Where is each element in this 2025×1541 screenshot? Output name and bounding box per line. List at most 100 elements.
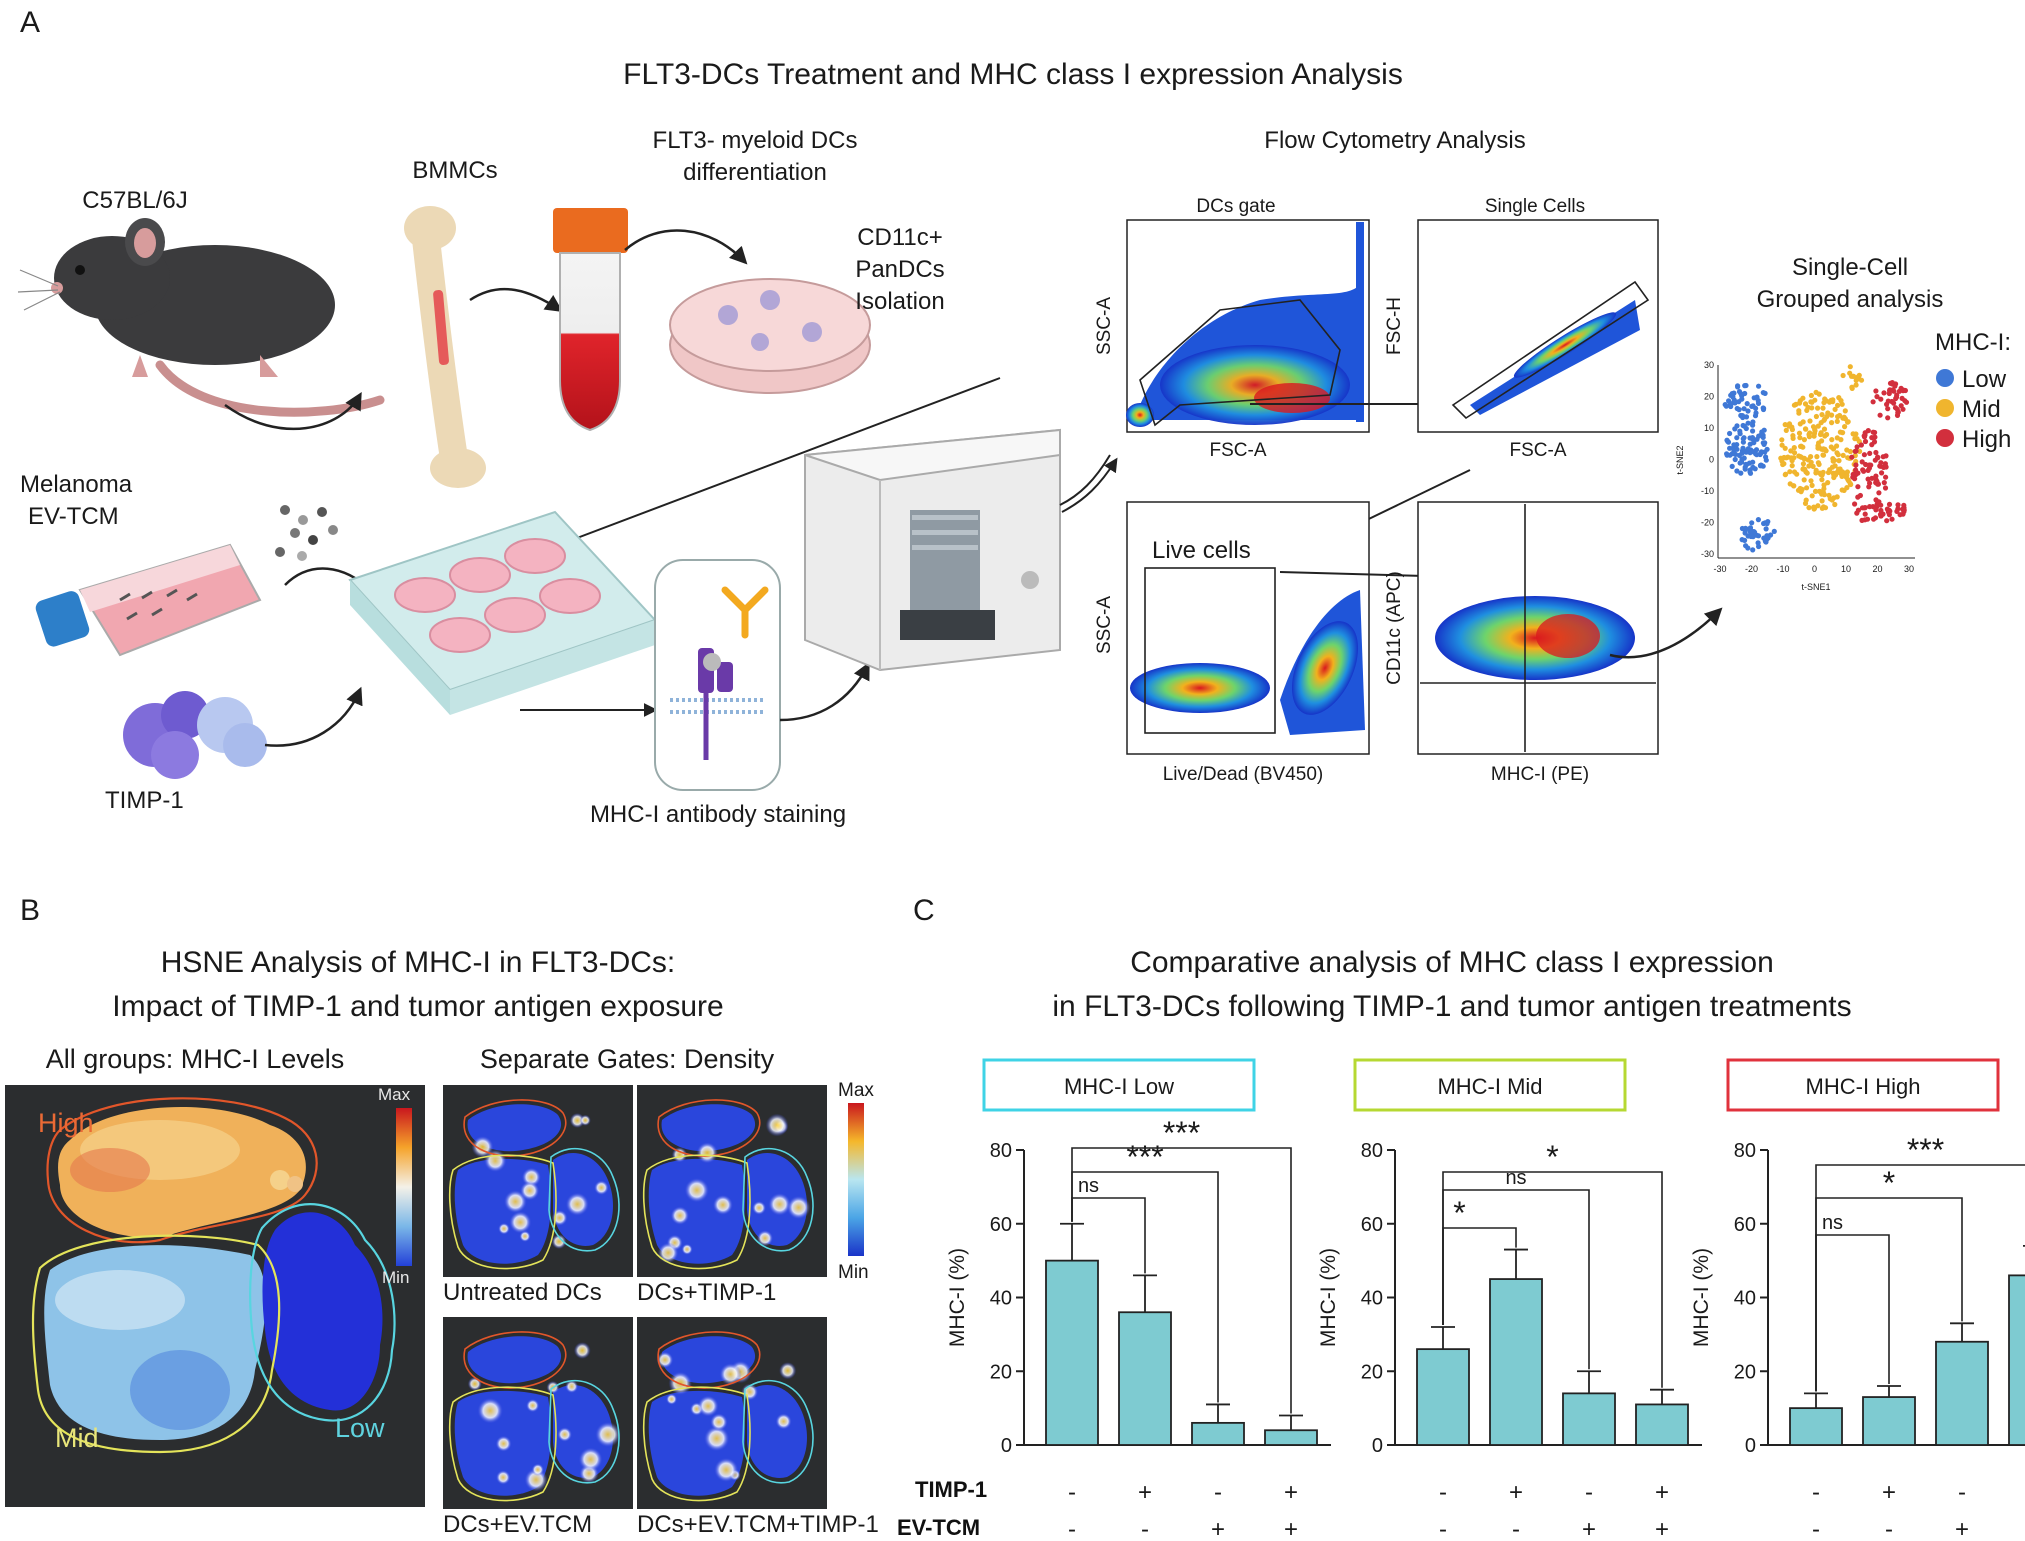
density-tiles	[443, 1085, 827, 1509]
tsne-point	[1858, 377, 1865, 383]
significance-label: ***	[1163, 1115, 1200, 1151]
tsne-point	[1763, 454, 1769, 460]
tsne-point	[1806, 431, 1812, 438]
tsne-point	[1815, 405, 1821, 411]
tsne-point	[1894, 392, 1900, 398]
tsne-point	[1736, 452, 1742, 458]
tsne-point	[1826, 492, 1832, 498]
y-tick-label: 80	[990, 1140, 1012, 1162]
single-cells-ylabel: FSC-H	[1384, 297, 1405, 355]
live-cells-plot: Live cells Live/Dead (BV450) SSC-A	[1094, 501, 1370, 785]
timp-protein-illustration	[123, 691, 267, 779]
significance-label: *	[1453, 1195, 1465, 1231]
tsne-point	[1811, 506, 1817, 512]
tsne-point	[1782, 422, 1788, 428]
tsne-point	[1832, 501, 1838, 508]
iso-label-1: CD11c+	[857, 224, 943, 251]
tsne-point	[1812, 488, 1819, 494]
y-tick-label: 0	[1745, 1435, 1756, 1457]
tsne-point	[1809, 482, 1815, 488]
tsne-point	[1832, 406, 1838, 412]
tsne-point	[1872, 515, 1879, 521]
panel-c: C Comparative analysis of MHC class I ex…	[897, 894, 2025, 1541]
tsne-point	[1853, 382, 1859, 388]
timp-sign: +	[1655, 1479, 1669, 1506]
tsne-point	[1819, 412, 1825, 418]
tsne-point	[1885, 406, 1891, 412]
dcs-gate-title: DCs gate	[1196, 196, 1275, 217]
tsne-point	[1815, 460, 1821, 466]
tsne-xlabel: t-SNE1	[1801, 582, 1830, 592]
tsne-point	[1724, 437, 1730, 443]
tsne-point	[1867, 504, 1873, 510]
tsne-point	[1745, 420, 1751, 426]
caption-evtcm-timp: DCs+EV.TCM+TIMP-1	[637, 1511, 879, 1538]
tsne-point	[1808, 392, 1814, 399]
tsne-point	[1820, 489, 1826, 496]
cytometer-illustration	[804, 428, 1061, 672]
tsne-point	[1754, 452, 1760, 458]
tsne-point	[1742, 448, 1748, 454]
tsne-point	[1847, 364, 1853, 370]
tsne-point	[1734, 442, 1740, 448]
single-cells-plot: Single Cells FSC-A FSC-H	[1384, 196, 1659, 461]
tsne-point	[1883, 464, 1889, 470]
tsne-point	[1757, 462, 1764, 468]
density-tile	[443, 1317, 633, 1509]
tsne-point	[1800, 461, 1806, 467]
panel-b-letter: B	[20, 894, 40, 927]
tsne-point	[1847, 448, 1853, 455]
bar	[1264, 1429, 1318, 1446]
tsne-point	[1729, 451, 1735, 457]
ev-sign: -	[1439, 1516, 1447, 1541]
antibody-label: MHC-I antibody staining	[590, 801, 846, 828]
tsne-point	[1871, 439, 1878, 445]
ev-sign: -	[1512, 1516, 1520, 1541]
tsne-point	[1750, 459, 1756, 465]
tsne-point	[1890, 387, 1896, 393]
tsne-point	[1809, 405, 1815, 411]
tsne-point	[1829, 464, 1836, 470]
tsne-point	[1743, 461, 1749, 467]
panel-b: B HSNE Analysis of MHC-I in FLT3-DCs: Im…	[5, 894, 879, 1538]
tsne-point	[1819, 498, 1825, 504]
tsne-point	[1747, 467, 1753, 473]
tsne-point	[1815, 503, 1821, 509]
tsne-point	[1764, 521, 1770, 527]
chart-title: MHC-I High	[1806, 1074, 1921, 1099]
mhc-ylabel: CD11c (APC)	[1384, 571, 1405, 685]
bar	[1862, 1396, 1916, 1446]
tsne-point	[1722, 402, 1728, 408]
tsne-point	[1744, 401, 1750, 407]
tsne-point	[1821, 482, 1827, 488]
dcs-gate-ylabel: SSC-A	[1094, 297, 1115, 355]
tsne-point	[1840, 415, 1846, 421]
tsne-point	[1763, 526, 1769, 532]
tsne-point	[1836, 458, 1842, 464]
y-tick-label: 40	[990, 1288, 1012, 1310]
y-axis-label: MHC-I (%)	[1690, 1248, 1713, 1347]
tsne-point	[1839, 487, 1845, 493]
tsne-point	[1800, 395, 1806, 401]
tsne-point	[1849, 385, 1855, 391]
tsne-point	[1877, 412, 1883, 418]
tsne-point	[1818, 420, 1824, 426]
tsne-point	[1859, 517, 1865, 524]
density-min-label: Min	[838, 1262, 869, 1283]
tsne-point	[1735, 383, 1741, 389]
tsne-point	[1771, 528, 1777, 535]
tsne-point	[1897, 512, 1903, 518]
bar	[1489, 1278, 1543, 1446]
live-cells-ylabel: SSC-A	[1094, 596, 1115, 654]
tsne-point	[1855, 484, 1861, 490]
y-tick-label: 20	[1361, 1361, 1383, 1383]
tsne-ytick: 10	[1704, 423, 1714, 433]
tsne-point	[1760, 406, 1767, 413]
ev-sign: -	[1068, 1516, 1076, 1541]
mhc-xlabel: MHC-I (PE)	[1491, 764, 1589, 785]
bone-illustration	[404, 206, 486, 488]
significance-label: ns	[1822, 1212, 1843, 1234]
hsne-all-groups: High Mid Low Max Min	[5, 1085, 425, 1507]
timp-sign: -	[1812, 1479, 1820, 1506]
